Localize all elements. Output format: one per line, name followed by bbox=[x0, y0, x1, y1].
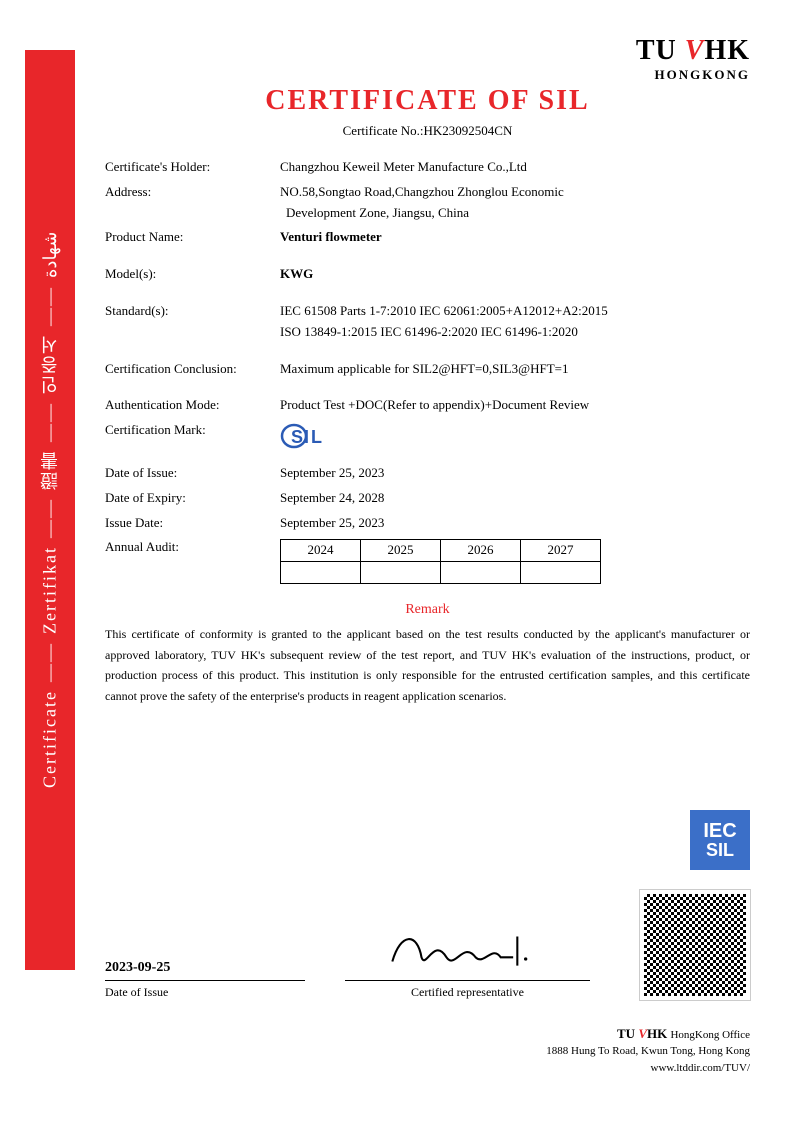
model-label: Model(s): bbox=[105, 264, 280, 285]
iec-sil-badge: IEC SIL bbox=[690, 810, 750, 870]
footer-brand-pre: TU bbox=[617, 1026, 638, 1041]
logo-top: TU VHK HONGKONG bbox=[636, 35, 750, 83]
audit-year-1: 2025 bbox=[361, 540, 441, 562]
badge-line2: SIL bbox=[706, 841, 734, 859]
address-line1: NO.58,Songtao Road,Changzhou Zhonglou Ec… bbox=[280, 182, 750, 203]
row-model: Model(s): KWG bbox=[105, 264, 750, 285]
address-line2: Development Zone, Jiangsu, China bbox=[280, 203, 750, 224]
audit-cell bbox=[281, 562, 361, 584]
standard-value: IEC 61508 Parts 1-7:2010 IEC 62061:2005+… bbox=[280, 301, 750, 343]
authmode-value: Product Test +DOC(Refer to appendix)+Doc… bbox=[280, 395, 750, 416]
logo-brand: TU VHK bbox=[636, 35, 750, 67]
badge-line1: IEC bbox=[703, 821, 736, 841]
qr-block bbox=[630, 890, 750, 1000]
audit-table-wrap: 2024 2025 2026 2027 bbox=[280, 537, 750, 584]
audit-label: Annual Audit: bbox=[105, 537, 280, 584]
row-address: Address: NO.58,Songtao Road,Changzhou Zh… bbox=[105, 182, 750, 224]
svg-text:I: I bbox=[304, 427, 309, 447]
audit-row-empty bbox=[281, 562, 601, 584]
product-label: Product Name: bbox=[105, 227, 280, 248]
doe-label: Date of Expiry: bbox=[105, 488, 280, 509]
mark-label: Certification Mark: bbox=[105, 420, 280, 459]
row-authmode: Authentication Mode: Product Test +DOC(R… bbox=[105, 395, 750, 416]
holder-label: Certificate's Holder: bbox=[105, 157, 280, 178]
audit-year-2: 2026 bbox=[441, 540, 521, 562]
banner-sep: —— bbox=[40, 402, 61, 442]
side-banner: Certificate —— Zertifikat —— 證書 —— 인증서 —… bbox=[25, 50, 75, 970]
address-value: NO.58,Songtao Road,Changzhou Zhonglou Ec… bbox=[280, 182, 750, 224]
banner-sep: —— bbox=[40, 642, 61, 682]
row-product: Product Name: Venturi flowmeter bbox=[105, 227, 750, 248]
content-area: CERTIFICATE OF SIL Certificate No.:HK230… bbox=[105, 85, 750, 706]
row-standard: Standard(s): IEC 61508 Parts 1-7:2010 IE… bbox=[105, 301, 750, 343]
issue-date-value: 2023-09-25 bbox=[105, 960, 305, 976]
remark-title: Remark bbox=[105, 602, 750, 618]
remark-body: This certificate of conformity is grante… bbox=[105, 624, 750, 706]
issue-date-label: Date of Issue bbox=[105, 980, 305, 1000]
conclusion-value: Maximum applicable for SIL2@HFT=0,SIL3@H… bbox=[280, 359, 750, 380]
signature-label: Certified representative bbox=[345, 980, 590, 1000]
row-mark: Certification Mark: S I L bbox=[105, 420, 750, 459]
svg-text:L: L bbox=[311, 427, 322, 447]
audit-table: 2024 2025 2026 2027 bbox=[280, 539, 601, 584]
footer-brand-v: V bbox=[638, 1026, 647, 1041]
audit-year-3: 2027 bbox=[521, 540, 601, 562]
signature-block: Certified representative bbox=[305, 924, 630, 1000]
footer-brand-post: HK bbox=[647, 1026, 667, 1041]
logo-pre: TU bbox=[636, 35, 685, 66]
certificate-title: CERTIFICATE OF SIL bbox=[105, 85, 750, 117]
audit-cell bbox=[521, 562, 601, 584]
row-doe: Date of Expiry: September 24, 2028 bbox=[105, 488, 750, 509]
logo-sub: HONGKONG bbox=[636, 67, 750, 83]
certificate-number: Certificate No.:HK23092504CN bbox=[105, 123, 750, 139]
banner-text-kr: 인증서 bbox=[37, 334, 63, 394]
banner-text-cn: 證書 bbox=[37, 450, 63, 490]
row-audit: Annual Audit: 2024 2025 2026 2027 bbox=[105, 537, 750, 584]
audit-year-0: 2024 bbox=[281, 540, 361, 562]
banner-text-en: Certificate bbox=[40, 690, 61, 788]
row-conclusion: Certification Conclusion: Maximum applic… bbox=[105, 359, 750, 380]
doi-label: Date of Issue: bbox=[105, 463, 280, 484]
signature-icon bbox=[305, 924, 630, 974]
row-holder: Certificate's Holder: Changzhou Keweil M… bbox=[105, 157, 750, 178]
qr-code-icon bbox=[640, 890, 750, 1000]
footer-brand: TU VHK HongKong Office bbox=[546, 1024, 750, 1044]
cert-no-label: Certificate No.: bbox=[343, 123, 424, 138]
mark-value: S I L bbox=[280, 420, 750, 459]
issuedate-value: September 25, 2023 bbox=[280, 513, 750, 534]
fields: Certificate's Holder: Changzhou Keweil M… bbox=[105, 157, 750, 584]
issue-date-block: 2023-09-25 Date of Issue bbox=[105, 960, 305, 1000]
banner-sep: —— bbox=[40, 498, 61, 538]
logo-v: V bbox=[685, 35, 705, 66]
banner-sep: —— bbox=[40, 286, 61, 326]
banner-text-ar: شهادة bbox=[39, 232, 61, 278]
standard-line1: IEC 61508 Parts 1-7:2010 IEC 62061:2005+… bbox=[280, 301, 750, 322]
footer-office: HongKong Office bbox=[670, 1029, 750, 1041]
logo-post: HK bbox=[704, 35, 750, 66]
audit-cell bbox=[361, 562, 441, 584]
banner-text-de: Zertifikat bbox=[40, 546, 61, 634]
doi-value: September 25, 2023 bbox=[280, 463, 750, 484]
cert-no-value: HK23092504CN bbox=[424, 123, 513, 138]
row-doi: Date of Issue: September 25, 2023 bbox=[105, 463, 750, 484]
footer-url: www.ltddir.com/TUV/ bbox=[546, 1060, 750, 1077]
standard-line2: ISO 13849-1:2015 IEC 61496-2:2020 IEC 61… bbox=[280, 322, 750, 343]
footer-address: 1888 Hung To Road, Kwun Tong, Hong Kong bbox=[546, 1043, 750, 1060]
sil-mark-icon: S I L bbox=[280, 420, 330, 452]
audit-cell bbox=[441, 562, 521, 584]
footer: TU VHK HongKong Office 1888 Hung To Road… bbox=[546, 1024, 750, 1077]
authmode-label: Authentication Mode: bbox=[105, 395, 280, 416]
svg-text:S: S bbox=[291, 427, 303, 447]
conclusion-label: Certification Conclusion: bbox=[105, 359, 280, 380]
audit-row-years: 2024 2025 2026 2027 bbox=[281, 540, 601, 562]
row-issuedate: Issue Date: September 25, 2023 bbox=[105, 513, 750, 534]
issuedate-label: Issue Date: bbox=[105, 513, 280, 534]
product-value: Venturi flowmeter bbox=[280, 227, 750, 248]
model-value: KWG bbox=[280, 264, 750, 285]
holder-value: Changzhou Keweil Meter Manufacture Co.,L… bbox=[280, 157, 750, 178]
address-label: Address: bbox=[105, 182, 280, 224]
doe-value: September 24, 2028 bbox=[280, 488, 750, 509]
standard-label: Standard(s): bbox=[105, 301, 280, 343]
signature-area: 2023-09-25 Date of Issue Certified repre… bbox=[105, 890, 750, 1000]
